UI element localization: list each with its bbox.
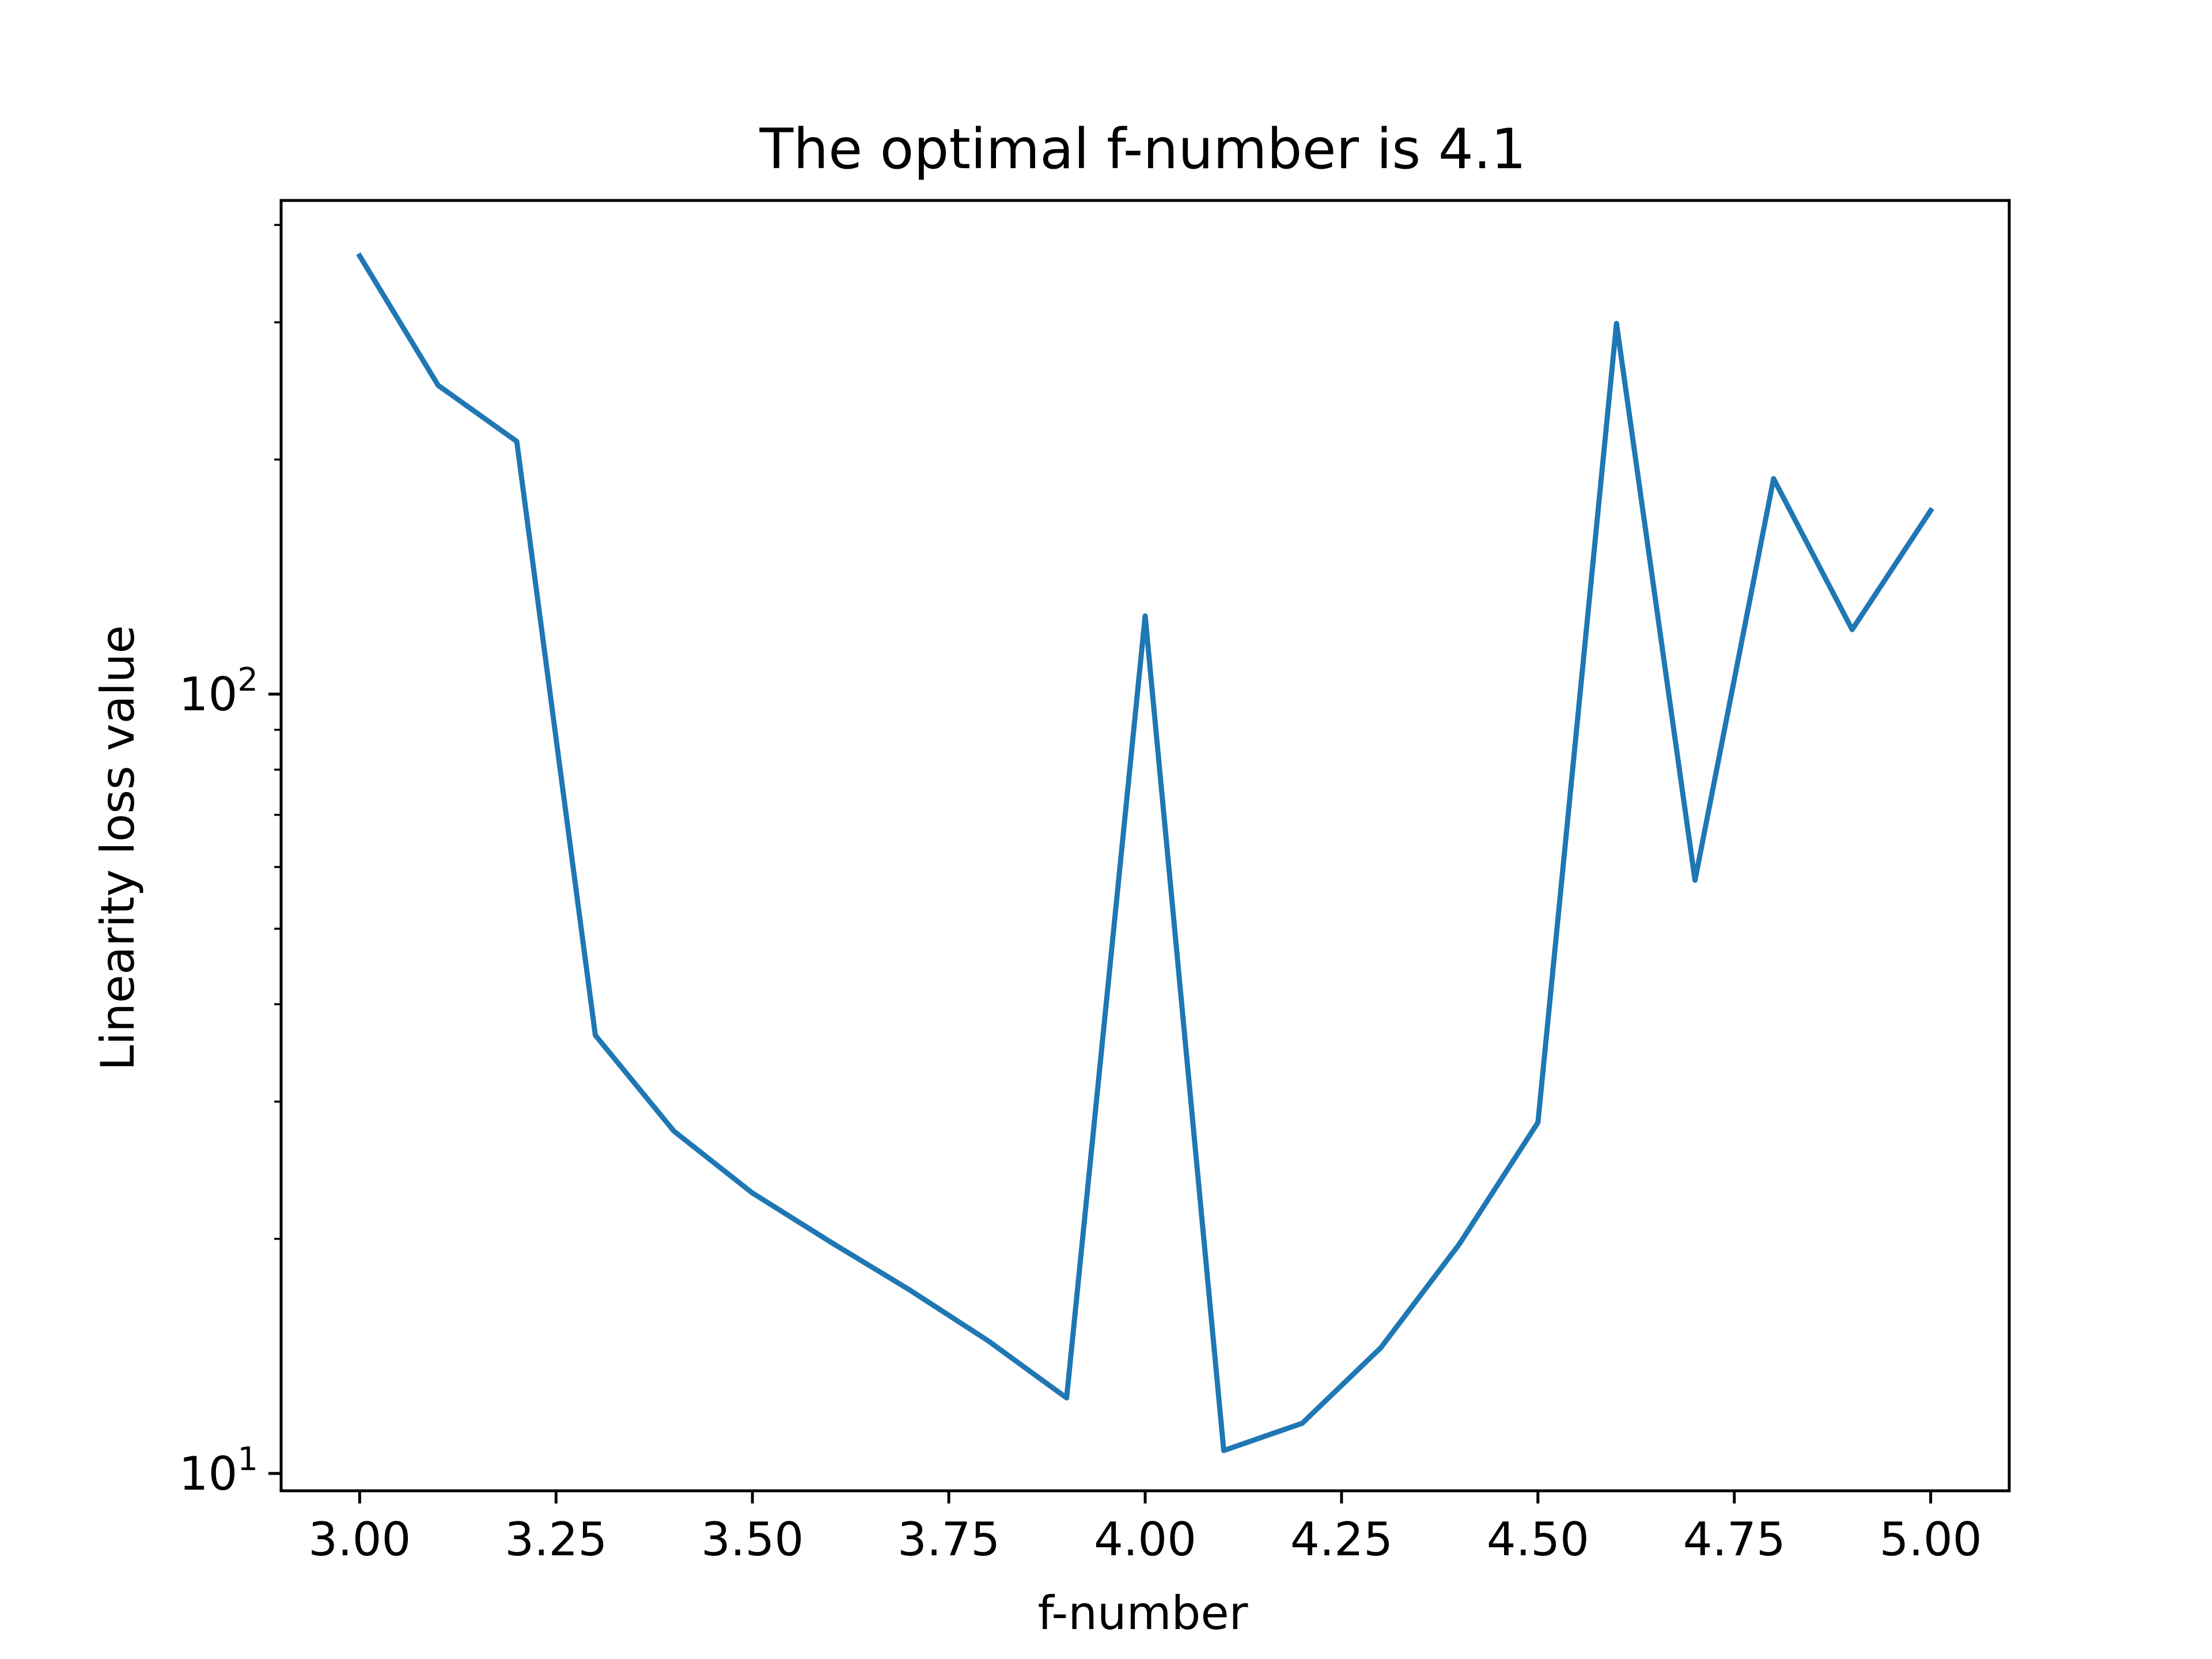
y-tick-label: 102 (179, 661, 258, 721)
plot-frame (279, 199, 2011, 1493)
chart-title: The optimal f-number is 4.1 (759, 117, 1527, 181)
x-axis-label: f-number (1038, 1586, 1248, 1640)
x-tick-label: 4.50 (1487, 1513, 1589, 1566)
x-tick-label: 3.75 (897, 1513, 1000, 1566)
y-tick-label: 101 (179, 1441, 258, 1501)
x-tick-label: 5.00 (1880, 1513, 1982, 1566)
x-tick-label: 3.25 (505, 1513, 607, 1566)
x-tick-label: 3.00 (308, 1513, 411, 1566)
x-tick-label: 4.25 (1290, 1513, 1393, 1566)
y-axis-label: Linearity loss value (91, 625, 145, 1070)
plot-area: 3.00 3.25 3.50 3.75 4.00 4.25 4.50 4.75 5.00 101 1… (179, 199, 2011, 1566)
x-tick-label: 4.00 (1094, 1513, 1196, 1566)
x-tick-label: 3.50 (701, 1513, 804, 1566)
x-tick-label: 4.75 (1683, 1513, 1786, 1566)
series-line-1 (356, 252, 1934, 1453)
